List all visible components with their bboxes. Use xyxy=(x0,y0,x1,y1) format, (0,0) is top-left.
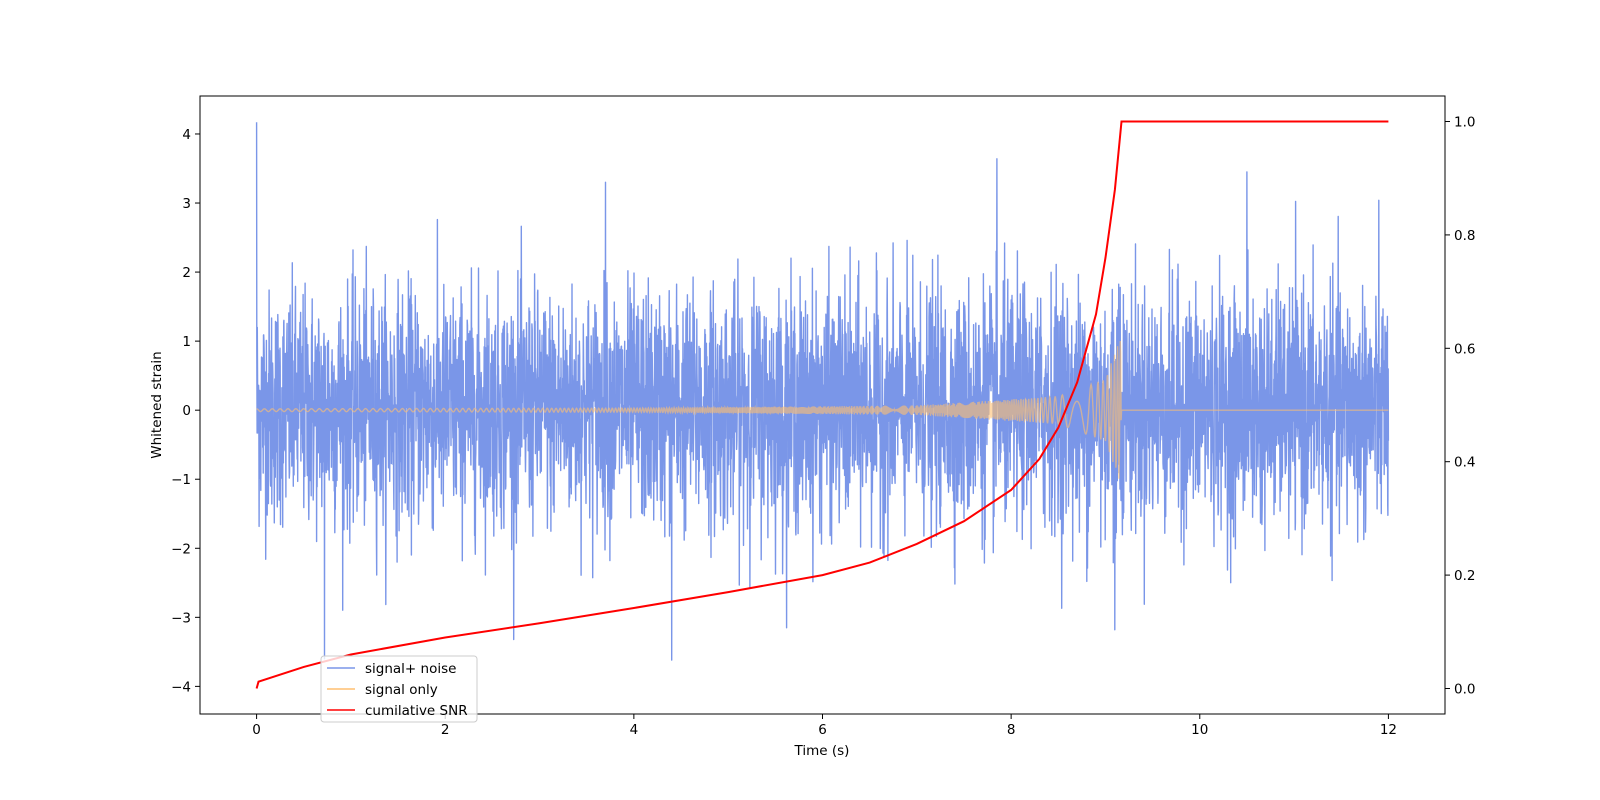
y-tick-label: −2 xyxy=(171,541,191,557)
series-line-cumulative-snr xyxy=(255,120,1389,689)
series-line-signal-only xyxy=(256,340,1389,479)
y-tick-label: 0 xyxy=(182,403,191,419)
x-tick-label: 10 xyxy=(1191,722,1208,738)
y-tick-label: 1 xyxy=(182,334,191,350)
x-axis-label: Time (s) xyxy=(794,743,850,759)
series-line-signal-noise xyxy=(255,122,1390,661)
x-tick-label: 8 xyxy=(1007,722,1016,738)
x-tick-label: 2 xyxy=(441,722,450,738)
y-tick-label: 4 xyxy=(182,127,191,143)
legend-label-cumulative-snr: cumilative SNR xyxy=(365,703,468,719)
y-tick-label: 2 xyxy=(182,265,191,281)
x-tick-label: 4 xyxy=(630,722,639,738)
right-y-tick-label: 0.6 xyxy=(1454,341,1475,357)
right-y-tick-label: 0.2 xyxy=(1454,568,1475,584)
x-tick-label: 6 xyxy=(818,722,827,738)
y-tick-label: 3 xyxy=(182,196,191,212)
right-y-tick-label: 1.0 xyxy=(1454,115,1475,131)
legend: signal+ noise signal only cumilative SNR xyxy=(320,655,478,723)
legend-box xyxy=(320,655,478,723)
legend-label-signal-only: signal only xyxy=(365,682,438,698)
right-y-tick-label: 0.0 xyxy=(1454,681,1475,697)
x-tick-label: 0 xyxy=(252,722,261,738)
y-axis-label: Whitened strain xyxy=(149,351,165,458)
y-axis-ticks: −4 −3 −2 −1 0 1 2 3 4 xyxy=(171,127,200,695)
y-tick-label: −1 xyxy=(171,472,191,488)
x-tick-label: 12 xyxy=(1380,722,1397,738)
plot-area xyxy=(255,120,1390,689)
legend-label-signal-noise: signal+ noise xyxy=(365,661,456,677)
right-y-axis-ticks: 0.0 0.2 0.4 0.6 0.8 1.0 xyxy=(1445,115,1475,697)
y-tick-label: −4 xyxy=(171,679,191,695)
right-y-tick-label: 0.8 xyxy=(1454,228,1475,244)
right-y-tick-label: 0.4 xyxy=(1454,455,1475,471)
y-tick-label: −3 xyxy=(171,610,191,626)
x-axis-ticks: 0 2 4 6 8 10 12 xyxy=(252,714,1397,738)
